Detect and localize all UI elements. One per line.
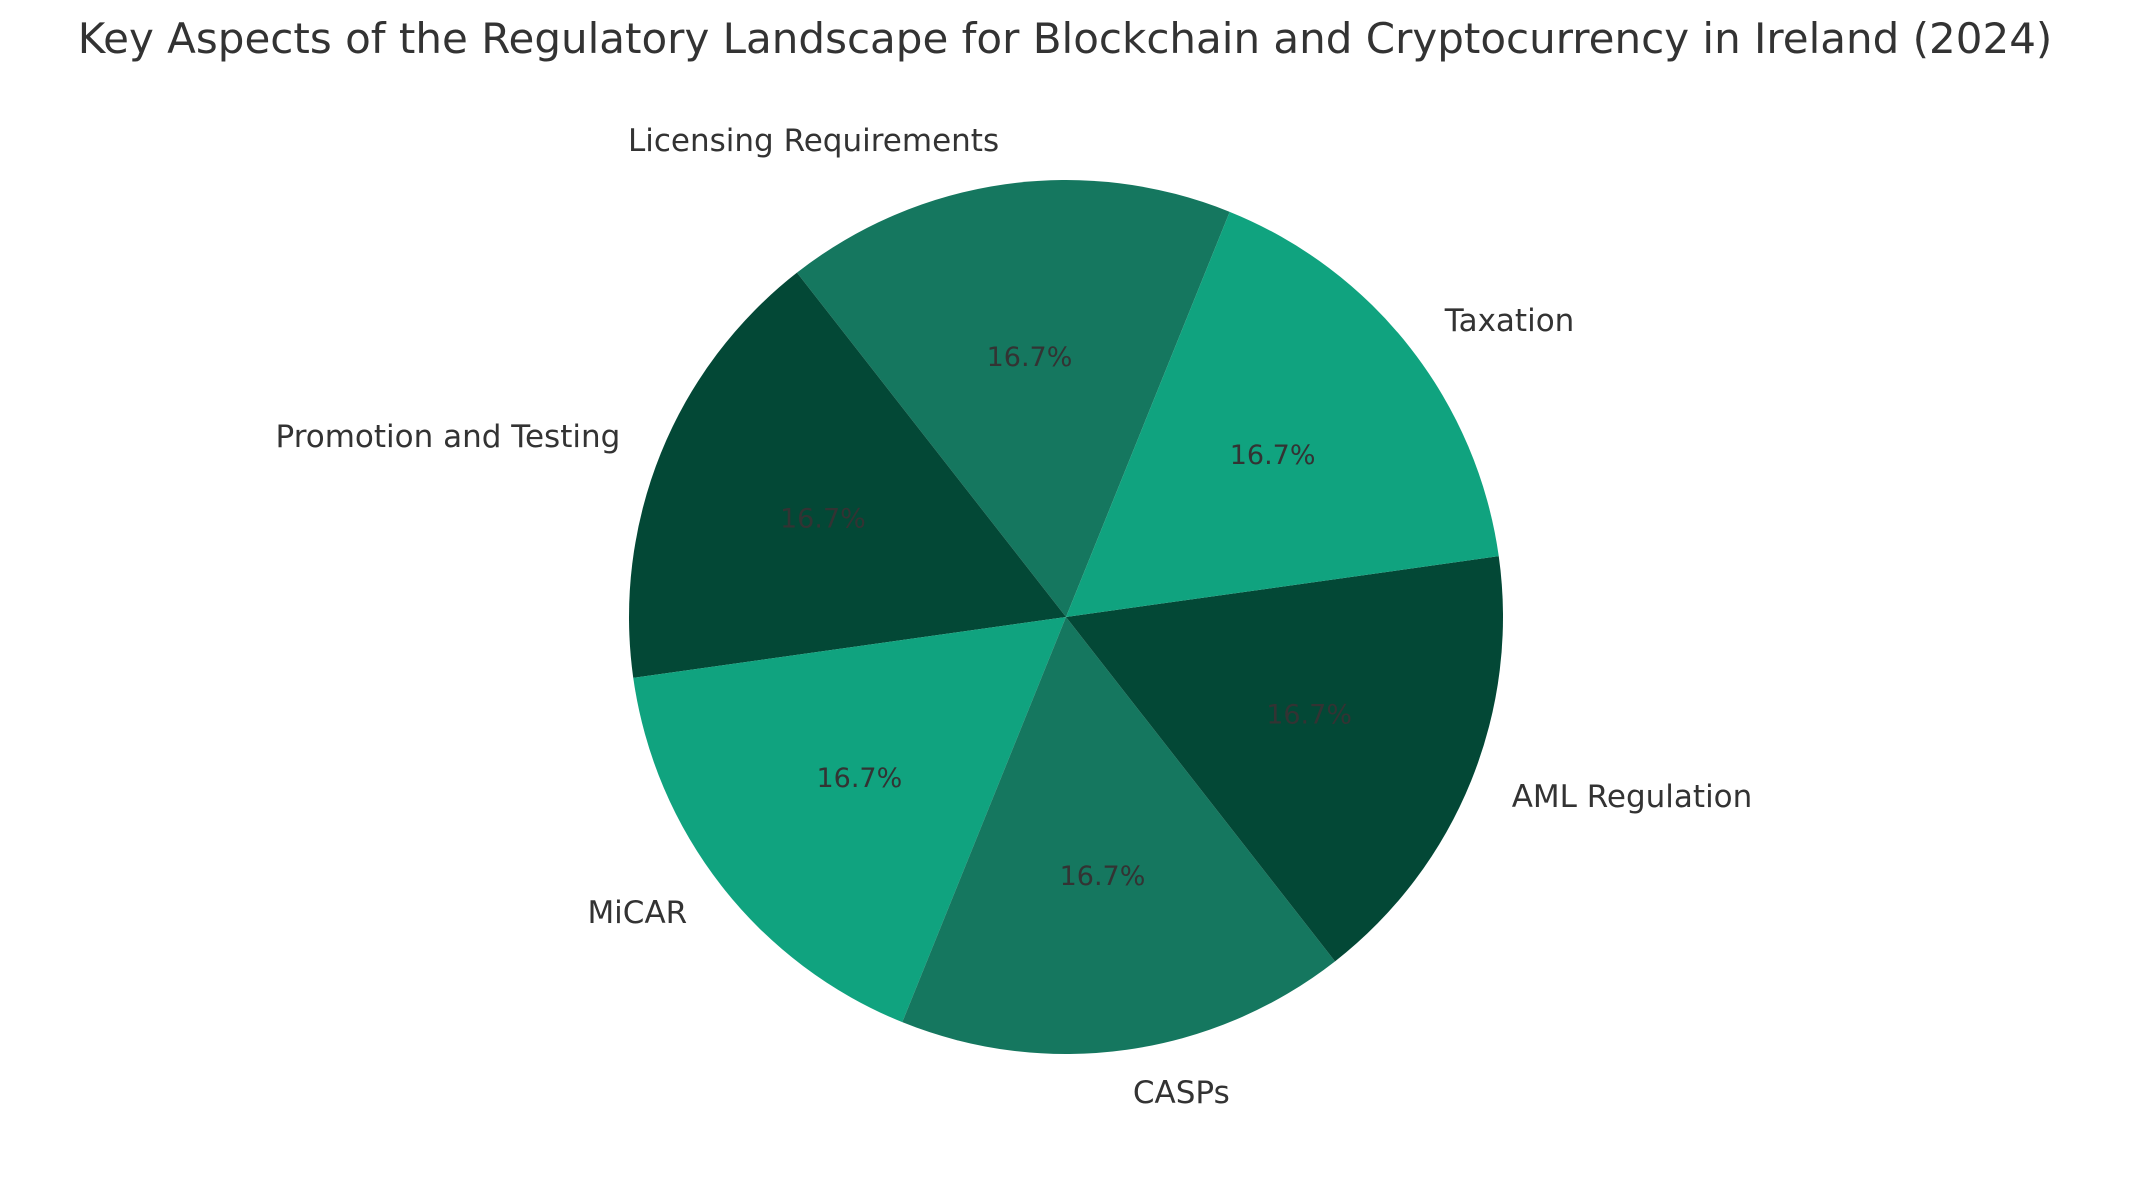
- pie-category-label: CASPs: [1133, 1075, 1230, 1111]
- pie-percent-label: 16.7%: [987, 342, 1073, 373]
- pie-category-label: AML Regulation: [1512, 779, 1753, 815]
- pie-percent-label: 16.7%: [780, 503, 866, 534]
- pie-category-label: MiCAR: [587, 895, 687, 931]
- pie-labels: 16.7% Licensing Requirements 16.7% Promotio…: [276, 123, 1753, 1111]
- pie-percent-label: 16.7%: [1266, 700, 1352, 731]
- pie-slice-micar: [633, 617, 1066, 1023]
- pie-percent-label: 16.7%: [1230, 440, 1316, 471]
- pie-slice-licensing-requirements: [796, 180, 1230, 617]
- pie-slice-casps: [902, 617, 1336, 1054]
- pie-category-label: Licensing Requirements: [628, 123, 999, 159]
- pie-slice-taxation: [1066, 211, 1499, 617]
- pie-percent-label: 16.7%: [816, 763, 902, 794]
- chart-title: Key Aspects of the Regulatory Landscape …: [78, 14, 2053, 63]
- pie-slices: [629, 180, 1503, 1054]
- pie-category-label: Taxation: [1444, 303, 1575, 339]
- pie-slice-aml-regulation: [1066, 556, 1503, 962]
- pie-percent-label: 16.7%: [1060, 861, 1146, 892]
- pie-category-label: Promotion and Testing: [276, 419, 621, 455]
- pie-slice-promotion-and-testing: [629, 272, 1066, 678]
